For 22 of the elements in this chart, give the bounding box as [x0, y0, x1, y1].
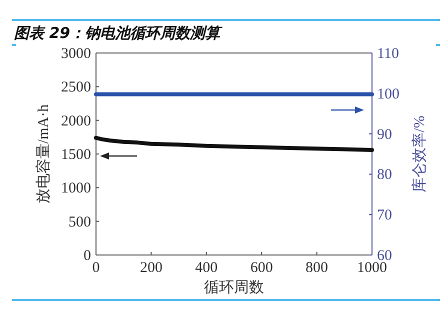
x-tick-label: 1000 [357, 260, 387, 276]
y-tick-label: 500 [68, 214, 91, 230]
y-tick-label: 1000 [61, 180, 91, 197]
y2-tick-label: 70 [377, 208, 392, 224]
chart-title: 图表 29：钠电池循环周数测算 [14, 24, 224, 42]
line-series [94, 136, 374, 152]
y2-tick-label: 80 [377, 167, 392, 184]
y-tick-label: 0 [84, 248, 91, 264]
x-tick-label: 400 [195, 260, 218, 276]
y2-tick-label: 110 [377, 46, 399, 62]
y-tick-label: 3000 [61, 46, 91, 62]
y-tick-label: 1500 [61, 147, 91, 163]
y2-tick-label: 100 [377, 86, 400, 102]
y-tick-label: 2000 [61, 113, 91, 130]
x-axis-title: 循环周数 [204, 280, 264, 296]
x-tick-label: 200 [140, 260, 162, 276]
x-tick-label: 800 [306, 260, 328, 276]
y-tick-label: 2500 [61, 80, 91, 96]
y-axis-title: 放电容量/mA·h [35, 104, 52, 204]
y2-tick-label: 90 [377, 126, 392, 143]
x-tick-label: 600 [250, 260, 273, 276]
y2-axis-title: 库仑效率/% [411, 116, 428, 192]
